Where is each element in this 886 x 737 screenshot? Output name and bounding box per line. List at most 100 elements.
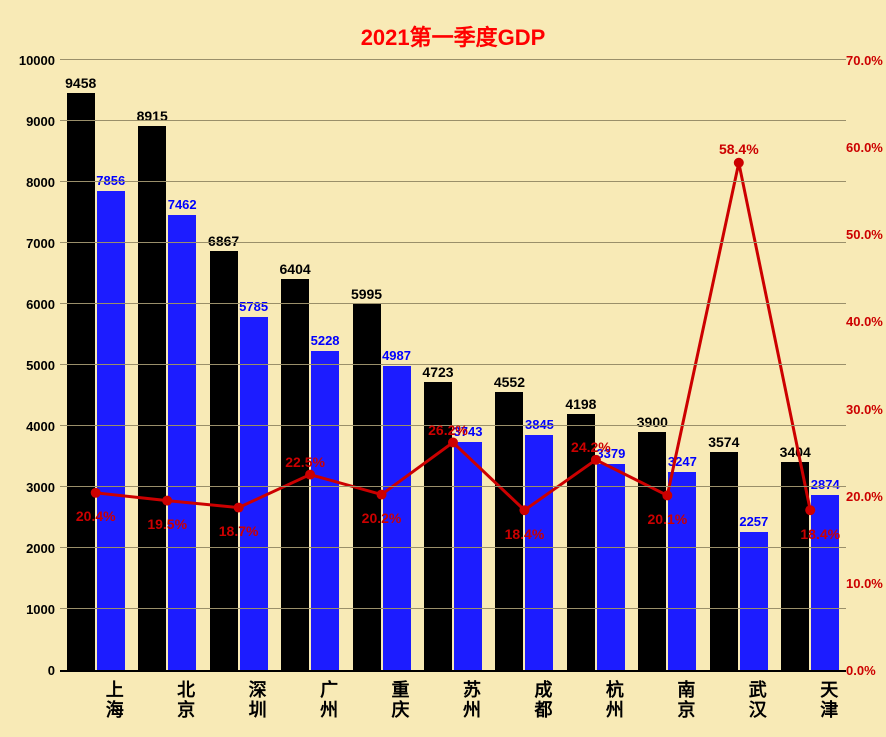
y-left-tick: 1000 <box>10 602 55 617</box>
bar-secondary-label: 5228 <box>311 333 340 348</box>
bar-group: 59954987 <box>351 62 413 670</box>
bar-secondary-label: 2874 <box>811 477 840 492</box>
bar-primary-label: 4723 <box>422 364 453 380</box>
y-right-tick: 40.0% <box>846 314 886 329</box>
y-left-tick: 6000 <box>10 297 55 312</box>
bar-secondary: 3247 <box>668 472 696 670</box>
y-left-tick: 3000 <box>10 480 55 495</box>
bar-secondary: 2257 <box>740 532 768 670</box>
y-left-tick: 8000 <box>10 175 55 190</box>
y-left-tick: 2000 <box>10 541 55 556</box>
bar-group: 89157462 <box>136 62 198 670</box>
bar-primary-label: 3404 <box>780 444 811 460</box>
y-left-tick: 9000 <box>10 114 55 129</box>
gridline <box>60 242 846 243</box>
bar-primary: 6404 <box>281 279 309 670</box>
line-value-label: 58.4% <box>719 141 759 157</box>
bar-secondary-label: 4987 <box>382 348 411 363</box>
y-right-tick: 0.0% <box>846 663 886 678</box>
x-axis-label: 苏州 <box>422 680 484 720</box>
y-right-tick: 10.0% <box>846 576 886 591</box>
bar-group: 4198 3379 <box>565 62 627 670</box>
chart-container: 2021第一季度GDP 0100020003000400050006000700… <box>0 0 886 737</box>
line-value-label: 19.5% <box>147 516 187 532</box>
x-axis-label: 重庆 <box>351 680 413 720</box>
bar-primary-label: 4552 <box>494 374 525 390</box>
bar-group: 94587856 <box>65 62 127 670</box>
y-right-tick: 60.0% <box>846 140 886 155</box>
bar-primary-label: 6404 <box>280 261 311 277</box>
gridline <box>60 608 846 609</box>
bar-group: 68675785 <box>208 62 270 670</box>
bar-primary-label: 4198 <box>565 396 596 412</box>
bar-secondary: 5228 <box>311 351 339 670</box>
bar-secondary: 3743 <box>454 442 482 670</box>
x-axis-labels: 上海北京深圳广州重庆苏州成都杭州南京武汉天津 <box>60 680 846 720</box>
bar-secondary: 5785 <box>240 317 268 670</box>
y-left-tick: 7000 <box>10 236 55 251</box>
x-axis-label: 成都 <box>493 680 555 720</box>
bar-secondary: 7856 <box>97 191 125 670</box>
y-left-tick: 10000 <box>10 53 55 68</box>
gridline <box>60 120 846 121</box>
bar-primary: 3404 <box>781 462 809 670</box>
x-axis-label: 深圳 <box>208 680 270 720</box>
x-axis-label: 武汉 <box>708 680 770 720</box>
plot-area: 0100020003000400050006000700080009000100… <box>60 62 846 672</box>
y-left-tick: 5000 <box>10 358 55 373</box>
gridline <box>60 547 846 548</box>
line-value-label: 20.2% <box>362 510 402 526</box>
line-value-label: 26.2% <box>428 422 468 438</box>
bar-group: 39003247 <box>636 62 698 670</box>
y-left-tick: 0 <box>10 663 55 678</box>
bar-secondary-label: 3247 <box>668 454 697 469</box>
line-value-label: 20.1% <box>647 511 687 527</box>
bar-group: 4723 3743 <box>422 62 484 670</box>
gridline <box>60 303 846 304</box>
gridline <box>60 486 846 487</box>
bar-primary-label: 9458 <box>65 75 96 91</box>
y-right-tick: 20.0% <box>846 489 886 504</box>
bar-group: 34042874 <box>779 62 841 670</box>
line-value-label: 24.2% <box>571 439 611 455</box>
y-right-tick: 70.0% <box>846 53 886 68</box>
x-axis-label: 广州 <box>279 680 341 720</box>
bar-secondary-label: 7462 <box>168 197 197 212</box>
x-axis-label: 上海 <box>65 680 127 720</box>
gridline <box>60 59 846 60</box>
bar-secondary: 3379 <box>597 464 625 670</box>
line-value-label: 22.5% <box>285 454 325 470</box>
bar-primary-label: 3574 <box>708 434 739 450</box>
bar-primary: 3574 <box>710 452 738 670</box>
bar-secondary: 2874 <box>811 495 839 670</box>
line-value-label: 20.4% <box>76 508 116 524</box>
y-axis-right: 0.0%10.0%20.0%30.0%40.0%50.0%60.0%70.0% <box>846 62 886 670</box>
y-axis-left: 0100020003000400050006000700080009000100… <box>10 62 55 670</box>
bar-primary: 8915 <box>138 126 166 670</box>
gridline <box>60 364 846 365</box>
bar-secondary: 7462 <box>168 215 196 670</box>
bar-secondary: 3845 <box>525 435 553 670</box>
bar-group: 64045228 <box>279 62 341 670</box>
bar-secondary-label: 2257 <box>739 514 768 529</box>
line-value-label: 18.4% <box>505 526 545 542</box>
y-right-tick: 50.0% <box>846 227 886 242</box>
bar-primary-label: 8915 <box>137 108 168 124</box>
x-axis-label: 北京 <box>136 680 198 720</box>
x-axis-label: 南京 <box>636 680 698 720</box>
bar-primary-label: 5995 <box>351 286 382 302</box>
line-value-label: 18.7% <box>219 523 259 539</box>
chart-title: 2021第一季度GDP <box>60 20 846 52</box>
bar-primary: 5995 <box>353 304 381 670</box>
y-right-tick: 30.0% <box>846 402 886 417</box>
gridline <box>60 181 846 182</box>
x-axis-label: 天津 <box>779 680 841 720</box>
bar-primary: 9458 <box>67 93 95 670</box>
bar-secondary-label: 5785 <box>239 299 268 314</box>
line-value-label: 18.4% <box>800 526 840 542</box>
y-left-tick: 4000 <box>10 419 55 434</box>
bar-primary-label: 3900 <box>637 414 668 430</box>
x-axis-label: 杭州 <box>565 680 627 720</box>
bar-primary: 3900 <box>638 432 666 670</box>
bar-group: 4552 3845 <box>493 62 555 670</box>
